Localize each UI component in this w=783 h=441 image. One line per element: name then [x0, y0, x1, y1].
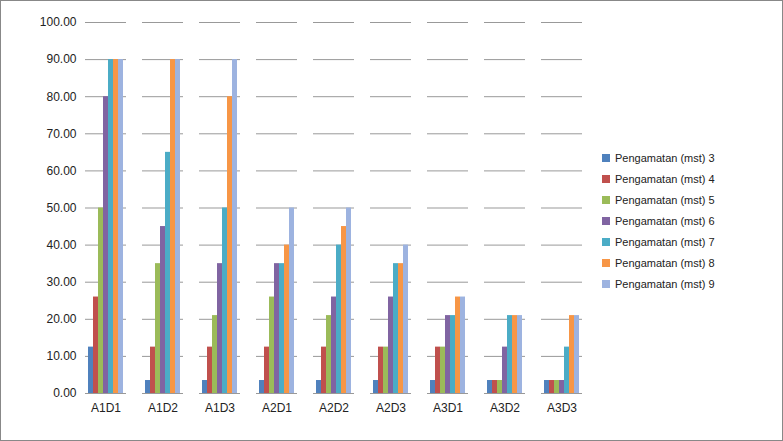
html-text:Pengamatan (mst) 3: Pengamatan (mst) 3	[615, 151, 715, 164]
html-text:Pengamatan (mst) 8: Pengamatan (mst) 8	[615, 256, 715, 269]
html-text:Pengamatan (mst) 7: Pengamatan (mst) 7	[615, 235, 715, 248]
svg-text:30.00: 30.00	[46, 275, 76, 289]
svg-text:A1D2: A1D2	[148, 401, 178, 415]
svg-text:20.00: 20.00	[46, 312, 76, 326]
svg-text:50.00: 50.00	[46, 201, 76, 215]
svg-text:10.00: 10.00	[46, 349, 76, 363]
svg-text:A1D3: A1D3	[205, 401, 235, 415]
svg-text:80.00: 80.00	[46, 90, 76, 104]
html-text:Pengamatan (mst) 6: Pengamatan (mst) 6	[615, 214, 715, 227]
svg-text:A2D2: A2D2	[319, 401, 349, 415]
svg-text:A3D3: A3D3	[547, 401, 577, 415]
svg-text:40.00: 40.00	[46, 238, 76, 252]
svg-text:90.00: 90.00	[46, 52, 76, 66]
svg-text:A3D1: A3D1	[433, 401, 463, 415]
svg-text:100.00: 100.00	[40, 15, 77, 29]
svg-text:A2D1: A2D1	[262, 401, 292, 415]
svg-text:A1D1: A1D1	[91, 401, 121, 415]
svg-text:A3D2: A3D2	[490, 401, 520, 415]
svg-text:70.00: 70.00	[46, 127, 76, 141]
svg-text:A2D3: A2D3	[376, 401, 406, 415]
html-text:Pengamatan (mst) 5: Pengamatan (mst) 5	[615, 193, 715, 206]
svg-text:0.00: 0.00	[53, 386, 77, 400]
html-text:Pengamatan (mst) 4: Pengamatan (mst) 4	[615, 172, 715, 185]
svg-text:60.00: 60.00	[46, 164, 76, 178]
html-text:Pengamatan (mst) 9: Pengamatan (mst) 9	[615, 277, 715, 290]
